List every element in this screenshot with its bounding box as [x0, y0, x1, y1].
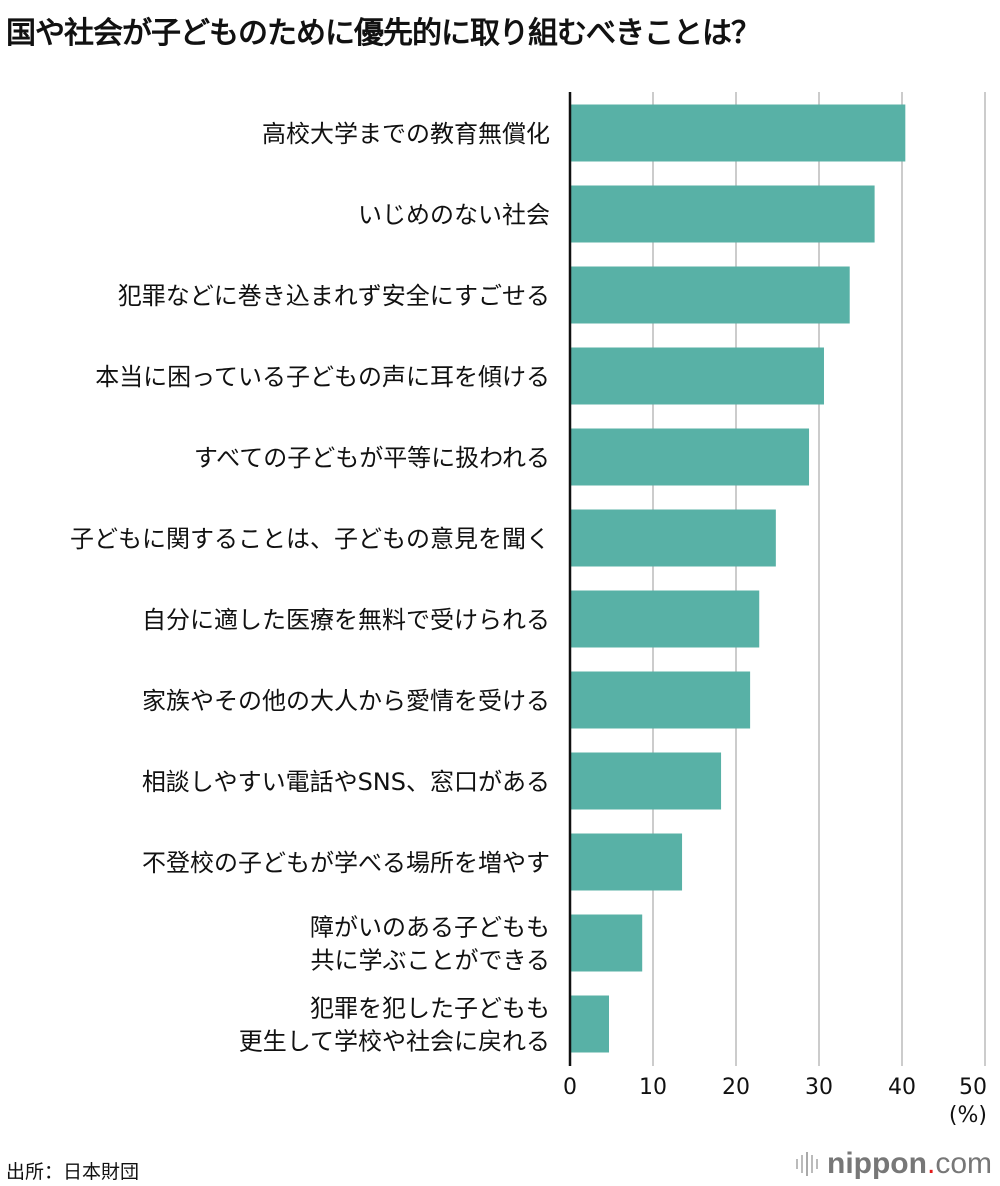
x-tick-label: 0 [563, 1075, 577, 1100]
category-label: すべての子どもが平等に扱われる [194, 444, 550, 472]
category-label: 相談しやすい電話やSNS、窓口がある [142, 768, 550, 796]
bar [570, 104, 906, 162]
x-tick-label: 10 [639, 1075, 667, 1100]
bar [570, 185, 875, 243]
category-label: 本当に困っている子どもの声に耳を傾ける [95, 363, 550, 391]
bar [570, 509, 776, 567]
bar [570, 914, 643, 972]
category-label: 更生して学校や社会に戻れる [239, 1028, 550, 1056]
bar [570, 347, 824, 405]
bar [570, 671, 751, 729]
logo-name: nippon [827, 1147, 927, 1180]
source-note: 出所：日本財団 [6, 1161, 140, 1183]
logo-dot: . [926, 1147, 936, 1180]
sound-wave-icon [796, 1152, 818, 1176]
bar [570, 428, 810, 486]
bar [570, 995, 610, 1053]
x-tick-label: 40 [888, 1075, 916, 1100]
category-label: 家族やその他の大人から愛情を受ける [142, 687, 550, 715]
category-label: 自分に適した医療を無料で受けられる [142, 606, 550, 634]
bar [570, 590, 760, 648]
chart-title: 国や社会が子どものために優先的に取り組むべきことは？ [6, 16, 761, 51]
x-tick-label: 20 [722, 1075, 750, 1100]
logo-tld: com [935, 1147, 992, 1180]
category-label: 障がいのある子どもも [310, 914, 550, 942]
category-label: 犯罪を犯した子どもも [310, 995, 550, 1023]
bar [570, 266, 850, 324]
x-tick-label: 30 [805, 1075, 833, 1100]
x-tick-label: 50 [959, 1075, 987, 1100]
category-label: 子どもに関することは、子どもの意見を聞く [70, 525, 550, 553]
category-label: 高校大学までの教育無償化 [262, 120, 550, 148]
category-label: 不登校の子どもが学べる場所を増やす [142, 849, 550, 877]
category-label: 共に学ぶことができる [310, 947, 550, 975]
bar [570, 752, 722, 810]
category-label: いじめのない社会 [358, 201, 550, 229]
nippon-logo: nippon.com [795, 1147, 992, 1181]
bar [570, 833, 683, 891]
x-axis-label: (%) [949, 1103, 987, 1128]
category-label: 犯罪などに巻き込まれず安全にすごせる [118, 282, 550, 310]
